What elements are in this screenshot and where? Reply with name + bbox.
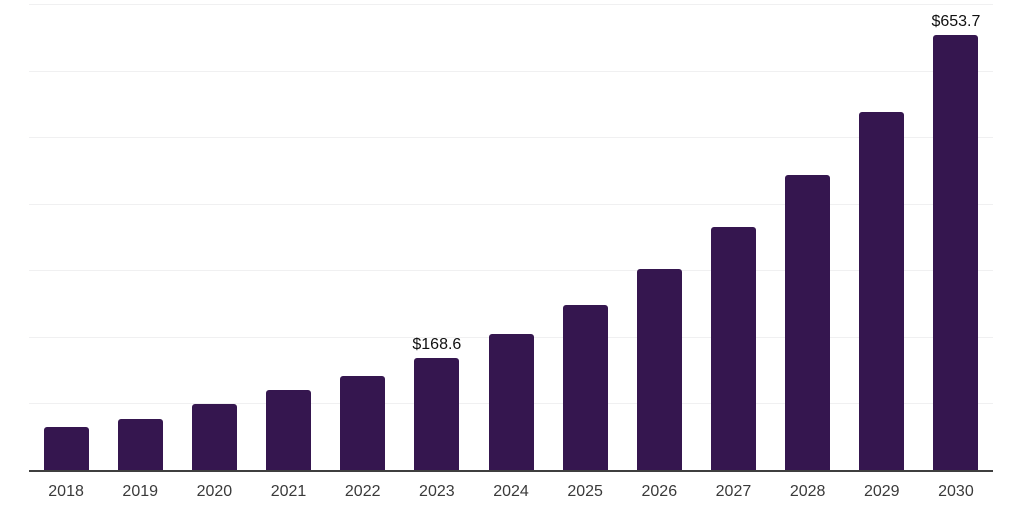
bar-2028 xyxy=(785,174,831,470)
x-tick-label-2022: 2022 xyxy=(344,483,381,500)
x-axis-labels: 2018 2019 2020 2021 2022 2023 2024 2025 2026 2027… xyxy=(29,483,993,503)
bar-2029 xyxy=(859,111,905,470)
x-tick-label-2028: 2028 xyxy=(789,483,826,500)
bar-2025 xyxy=(562,304,608,470)
x-tick-label-2030: 2030 xyxy=(938,483,974,500)
bar-2030 xyxy=(933,34,979,470)
bar-2020 xyxy=(191,404,237,470)
x-tick-label-2027: 2027 xyxy=(715,483,752,500)
bar-2026 xyxy=(636,269,682,470)
x-axis-line xyxy=(29,470,993,472)
bar-2022 xyxy=(340,376,386,470)
x-tick-label-2021: 2021 xyxy=(270,483,307,500)
bar-2027 xyxy=(710,226,756,470)
bar-2018 xyxy=(43,427,89,470)
gridline-500 xyxy=(29,137,993,139)
x-tick-label-2029: 2029 xyxy=(863,483,900,500)
gridline-400 xyxy=(29,203,993,205)
x-tick-label-2019: 2019 xyxy=(122,483,159,500)
x-tick-label-2018: 2018 xyxy=(48,483,84,500)
x-tick-label-2023: 2023 xyxy=(419,483,455,500)
value-label-2023: $168.6 xyxy=(412,335,462,353)
value-label-2030: $653.7 xyxy=(931,12,981,30)
gridline-300 xyxy=(29,270,993,272)
bar-2023 xyxy=(414,357,460,470)
x-tick-label-2020: 2020 xyxy=(196,483,233,500)
gridline-700 xyxy=(29,4,993,5)
bar-2019 xyxy=(117,419,163,470)
plot-area: $168.6 $653.7 xyxy=(29,0,993,472)
bar-2024 xyxy=(488,333,534,470)
gridline-600 xyxy=(29,70,993,72)
x-tick-label-2025: 2025 xyxy=(567,483,603,500)
bar-2021 xyxy=(266,390,312,470)
x-tick-label-2026: 2026 xyxy=(641,483,678,500)
x-tick-label-2024: 2024 xyxy=(493,483,529,500)
